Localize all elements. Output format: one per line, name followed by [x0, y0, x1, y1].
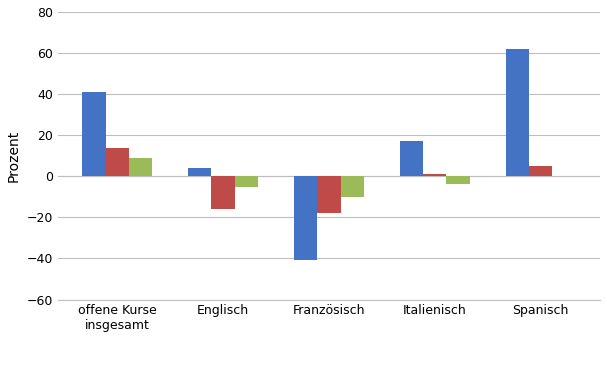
Bar — [400, 141, 423, 176]
Bar — [106, 147, 129, 176]
Bar — [294, 176, 317, 260]
Bar — [317, 176, 341, 213]
Bar — [506, 49, 529, 176]
Bar — [235, 176, 258, 187]
Bar — [211, 176, 235, 209]
Bar — [83, 92, 106, 176]
Bar — [423, 174, 446, 176]
Bar — [129, 158, 152, 176]
Bar — [446, 176, 470, 184]
Bar — [529, 166, 552, 176]
Bar — [341, 176, 364, 197]
Bar — [188, 168, 211, 176]
Y-axis label: Prozent: Prozent — [7, 130, 21, 182]
